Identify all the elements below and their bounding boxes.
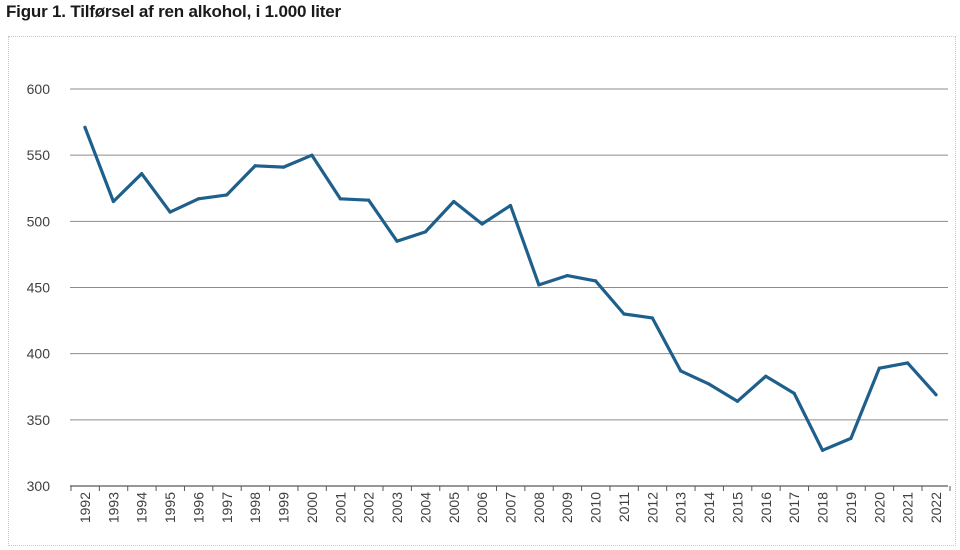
data-point (83, 125, 87, 129)
x-tick-label: 1998 (247, 492, 263, 523)
x-tick-label: 2021 (900, 492, 916, 523)
data-point (395, 239, 399, 243)
x-tick-label: 2010 (588, 492, 604, 523)
x-tick-label: 1996 (190, 492, 206, 523)
x-tick-label: 2017 (786, 492, 802, 523)
data-point (877, 366, 881, 370)
data-point (707, 382, 711, 386)
data-point (225, 193, 229, 197)
chart-title: Figur 1. Tilførsel af ren alkohol, i 1.0… (6, 2, 341, 21)
x-tick-label: 2020 (871, 492, 887, 523)
data-point (537, 283, 541, 287)
data-point (310, 153, 314, 157)
x-tick-label: 1995 (162, 492, 178, 523)
data-point (253, 164, 257, 168)
y-tick-label: 400 (27, 346, 51, 362)
data-point (367, 198, 371, 202)
x-tick-label: 2015 (729, 492, 745, 523)
x-tick-label: 2014 (701, 492, 717, 523)
x-tick-label: 2022 (928, 492, 944, 523)
x-tick-label: 2013 (673, 492, 689, 523)
y-tick-label: 350 (27, 412, 51, 428)
data-point (679, 369, 683, 373)
x-tick-label: 2009 (559, 492, 575, 523)
y-tick-label: 500 (27, 213, 51, 229)
series-line (83, 125, 938, 452)
x-tick-label: 2000 (304, 492, 320, 523)
data-point (452, 199, 456, 204)
data-point (281, 165, 286, 169)
x-tick-label: 1997 (219, 492, 235, 523)
x-tick-label: 1993 (105, 492, 121, 523)
data-point (906, 361, 910, 365)
y-tick-label: 450 (27, 280, 51, 296)
x-tick-label: 2006 (474, 492, 490, 523)
data-point (168, 210, 172, 214)
x-tick-label: 2018 (815, 492, 831, 523)
data-point (565, 273, 569, 278)
data-point (934, 393, 938, 397)
x-tick-label: 2003 (389, 492, 405, 523)
y-tick-label: 550 (27, 147, 51, 163)
data-point (650, 316, 654, 320)
chart-frame (8, 36, 956, 546)
x-tick-label: 2001 (332, 492, 348, 523)
data-point (338, 197, 342, 201)
x-tick-label: 2002 (361, 492, 377, 523)
x-tick-label: 2012 (644, 492, 660, 523)
y-tick-label: 600 (27, 81, 51, 97)
data-point (111, 199, 115, 204)
data-point (423, 230, 427, 234)
data-point (849, 436, 853, 440)
x-tick-label: 2007 (503, 492, 519, 523)
x-tick-label: 2004 (417, 492, 433, 523)
x-tick-label: 2008 (531, 492, 547, 523)
x-tick-label: 1999 (276, 492, 292, 523)
x-tick-label: 2019 (843, 492, 859, 523)
x-tick-label: 1992 (77, 492, 93, 523)
data-point (622, 312, 626, 316)
x-tick-label: 1994 (134, 492, 150, 523)
data-point (735, 399, 740, 403)
data-point (764, 374, 768, 378)
x-tick-label: 2011 (616, 492, 632, 522)
data-point (508, 203, 513, 208)
x-tick-label: 2005 (446, 492, 462, 523)
data-point (196, 197, 201, 201)
data-point (820, 448, 825, 452)
data-point (792, 391, 796, 395)
data-point (480, 222, 484, 226)
data-point (594, 279, 598, 283)
data-point (140, 172, 144, 176)
y-tick-label: 300 (27, 478, 51, 494)
x-tick-label: 2016 (758, 492, 774, 523)
